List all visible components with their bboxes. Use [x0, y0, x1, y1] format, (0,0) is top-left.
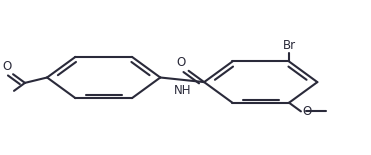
Text: Br: Br	[282, 39, 296, 52]
Text: O: O	[303, 105, 312, 118]
Text: O: O	[2, 60, 11, 73]
Text: O: O	[177, 56, 186, 69]
Text: NH: NH	[174, 84, 191, 97]
